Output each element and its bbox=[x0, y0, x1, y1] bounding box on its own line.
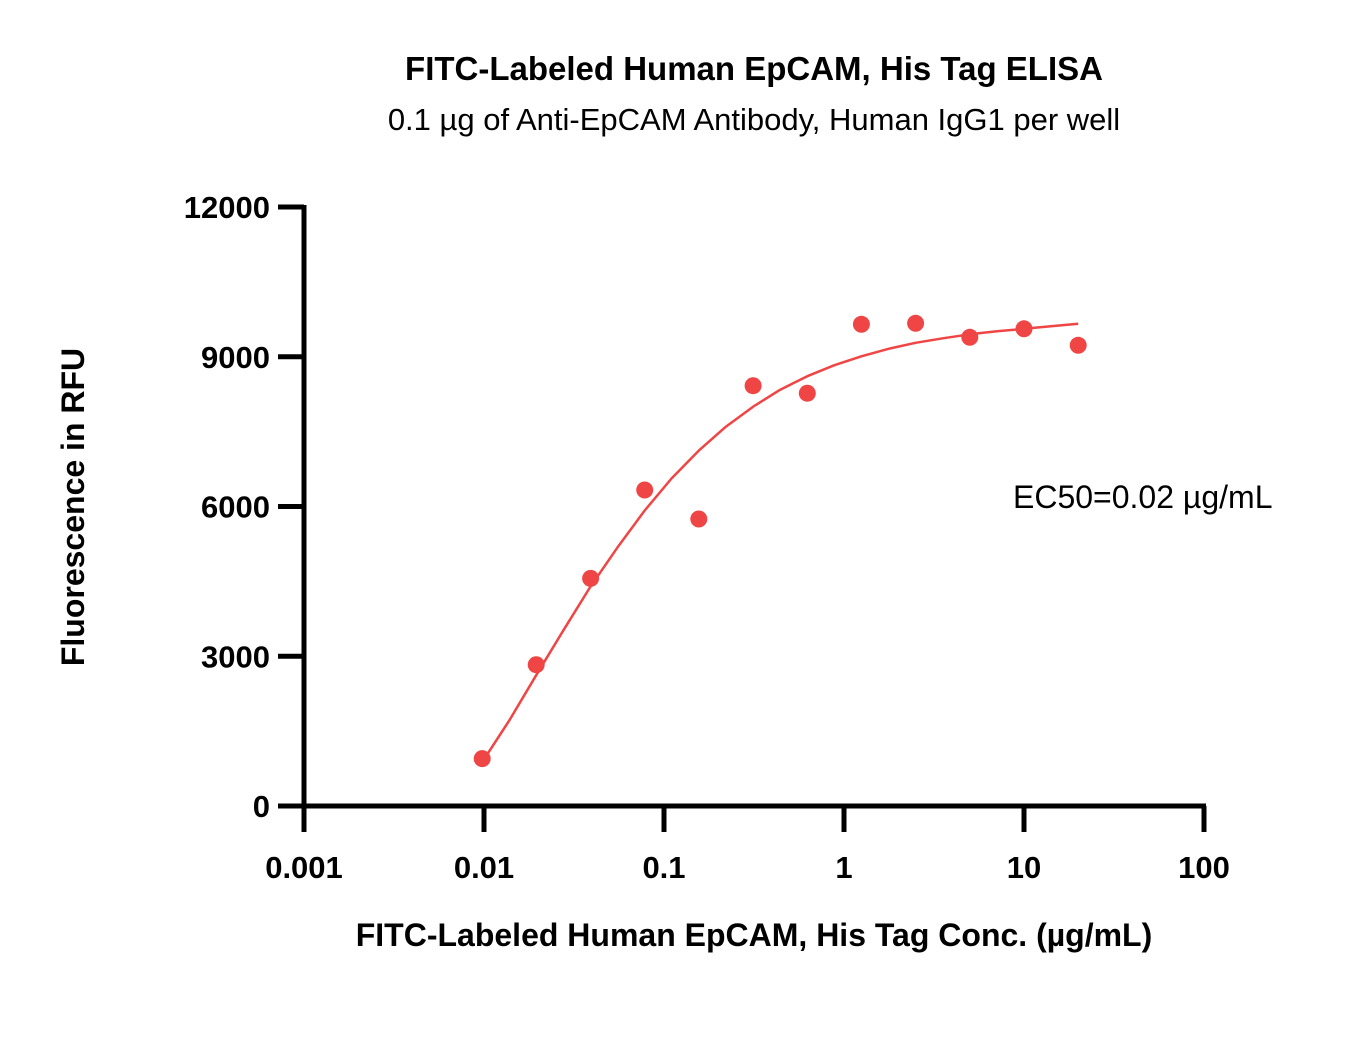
data-point bbox=[636, 481, 654, 499]
data-point bbox=[582, 569, 600, 587]
x-axis: 0.001 0.01 0.1 1 10 100 bbox=[265, 803, 1230, 885]
y-tick-label: 0 bbox=[253, 789, 270, 824]
y-tick-label: 3000 bbox=[201, 639, 270, 674]
y-tick-label: 9000 bbox=[201, 340, 270, 375]
y-axis: 0 3000 6000 9000 12000 bbox=[184, 190, 307, 824]
data-points bbox=[473, 314, 1087, 768]
y-tick-label: 6000 bbox=[201, 490, 270, 525]
x-tick-label: 1 bbox=[835, 850, 852, 885]
chart-title: FITC-Labeled Human EpCAM, His Tag ELISA bbox=[405, 50, 1103, 87]
chart-subtitle: 0.1 µg of Anti-EpCAM Antibody, Human IgG… bbox=[388, 102, 1120, 137]
fit-curve-group bbox=[481, 322, 1079, 763]
data-point bbox=[907, 314, 925, 332]
data-point bbox=[690, 510, 708, 528]
x-tick-label: 100 bbox=[1178, 850, 1230, 885]
data-point bbox=[1069, 336, 1087, 354]
y-tick-label: 12000 bbox=[184, 190, 270, 225]
x-tick-label: 10 bbox=[1007, 850, 1041, 885]
data-point bbox=[961, 328, 979, 346]
data-point bbox=[1015, 320, 1033, 338]
x-tick-label: 0.1 bbox=[642, 850, 685, 885]
y-axis-label: Fluorescence in RFU bbox=[55, 348, 91, 666]
data-point bbox=[798, 384, 816, 402]
fit-curve bbox=[481, 322, 1079, 763]
x-axis-label: FITC-Labeled Human EpCAM, His Tag Conc. … bbox=[356, 917, 1153, 953]
x-tick-label: 0.01 bbox=[454, 850, 514, 885]
x-tick-label: 0.001 bbox=[265, 850, 343, 885]
ec50-annotation: EC50=0.02 µg/mL bbox=[1013, 479, 1272, 515]
data-point bbox=[852, 315, 870, 333]
data-point bbox=[744, 377, 762, 395]
data-point bbox=[527, 656, 545, 674]
data-point bbox=[473, 750, 491, 768]
